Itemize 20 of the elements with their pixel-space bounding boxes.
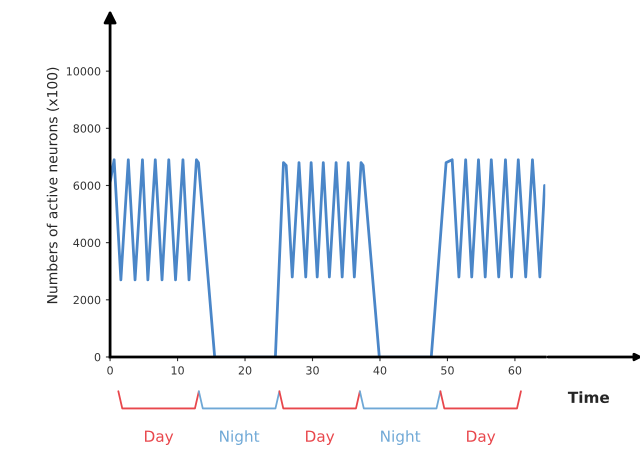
text: Day xyxy=(467,430,496,445)
y-tick-label: 4000 xyxy=(73,238,100,248)
x-tick-label: 50 xyxy=(441,366,454,375)
text: Night xyxy=(220,430,260,445)
y-tick-label: 0 xyxy=(94,352,100,362)
x-axis-title: Time xyxy=(568,391,610,404)
x-tick-label: 10 xyxy=(172,366,184,375)
x-tick-label: 60 xyxy=(508,366,522,375)
x-tick-label: 40 xyxy=(373,366,386,375)
text: Day xyxy=(145,430,174,445)
x-tick-label: 0 xyxy=(107,366,113,375)
x-tick-label: 30 xyxy=(306,366,319,375)
text: Day xyxy=(306,430,334,445)
y-tick-label: 10000 xyxy=(66,67,100,76)
y-tick-label: 8000 xyxy=(74,124,100,133)
y-axis-title: Numbers of active neurons (x100) xyxy=(46,68,60,304)
x-tick-label: 20 xyxy=(238,366,252,375)
y-tick-label: 6000 xyxy=(74,181,100,190)
y-tick-label: 2000 xyxy=(74,296,100,304)
text: Night xyxy=(381,430,420,445)
